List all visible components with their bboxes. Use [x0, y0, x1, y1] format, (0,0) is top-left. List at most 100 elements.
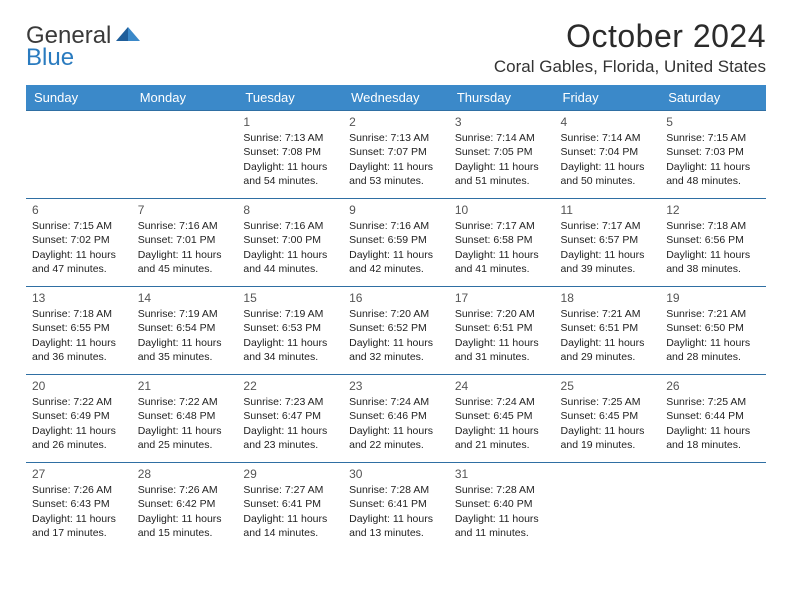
daylight-text: Daylight: 11 hours and 23 minutes.	[243, 424, 337, 452]
calendar-cell: 13Sunrise: 7:18 AMSunset: 6:55 PMDayligh…	[26, 287, 132, 375]
calendar-cell	[660, 463, 766, 551]
sunset-text: Sunset: 6:59 PM	[349, 233, 443, 247]
sunrise-text: Sunrise: 7:25 AM	[561, 395, 655, 409]
brand-logo: General Blue	[26, 18, 142, 72]
sunrise-text: Sunrise: 7:15 AM	[32, 219, 126, 233]
daylight-text: Daylight: 11 hours and 44 minutes.	[243, 248, 337, 276]
weekday-header-row: SundayMondayTuesdayWednesdayThursdayFrid…	[26, 85, 766, 111]
location-subtitle: Coral Gables, Florida, United States	[494, 57, 766, 77]
daylight-text: Daylight: 11 hours and 50 minutes.	[561, 160, 655, 188]
sunset-text: Sunset: 7:04 PM	[561, 145, 655, 159]
calendar-cell: 30Sunrise: 7:28 AMSunset: 6:41 PMDayligh…	[343, 463, 449, 551]
day-number: 6	[32, 202, 126, 218]
calendar-cell: 28Sunrise: 7:26 AMSunset: 6:42 PMDayligh…	[132, 463, 238, 551]
logo-mark-icon	[116, 27, 142, 48]
day-number: 17	[455, 290, 549, 306]
sunrise-text: Sunrise: 7:14 AM	[455, 131, 549, 145]
day-number: 14	[138, 290, 232, 306]
page-header: General Blue October 2024 Coral Gables, …	[26, 18, 766, 77]
calendar-cell	[26, 111, 132, 199]
sunrise-text: Sunrise: 7:28 AM	[349, 483, 443, 497]
sunrise-text: Sunrise: 7:21 AM	[666, 307, 760, 321]
calendar-cell: 5Sunrise: 7:15 AMSunset: 7:03 PMDaylight…	[660, 111, 766, 199]
daylight-text: Daylight: 11 hours and 38 minutes.	[666, 248, 760, 276]
daylight-text: Daylight: 11 hours and 18 minutes.	[666, 424, 760, 452]
title-block: October 2024 Coral Gables, Florida, Unit…	[494, 18, 766, 77]
sunrise-text: Sunrise: 7:16 AM	[138, 219, 232, 233]
day-number: 8	[243, 202, 337, 218]
daylight-text: Daylight: 11 hours and 42 minutes.	[349, 248, 443, 276]
sunrise-text: Sunrise: 7:13 AM	[349, 131, 443, 145]
sunset-text: Sunset: 6:56 PM	[666, 233, 760, 247]
daylight-text: Daylight: 11 hours and 36 minutes.	[32, 336, 126, 364]
calendar-cell: 17Sunrise: 7:20 AMSunset: 6:51 PMDayligh…	[449, 287, 555, 375]
calendar-cell: 24Sunrise: 7:24 AMSunset: 6:45 PMDayligh…	[449, 375, 555, 463]
daylight-text: Daylight: 11 hours and 11 minutes.	[455, 512, 549, 540]
sunset-text: Sunset: 6:48 PM	[138, 409, 232, 423]
day-number: 10	[455, 202, 549, 218]
day-number: 15	[243, 290, 337, 306]
sunset-text: Sunset: 6:47 PM	[243, 409, 337, 423]
day-number: 12	[666, 202, 760, 218]
weekday-header: Friday	[555, 85, 661, 111]
calendar-cell	[555, 463, 661, 551]
daylight-text: Daylight: 11 hours and 45 minutes.	[138, 248, 232, 276]
sunrise-text: Sunrise: 7:27 AM	[243, 483, 337, 497]
sunrise-text: Sunrise: 7:25 AM	[666, 395, 760, 409]
day-number: 25	[561, 378, 655, 394]
daylight-text: Daylight: 11 hours and 53 minutes.	[349, 160, 443, 188]
day-number: 11	[561, 202, 655, 218]
daylight-text: Daylight: 11 hours and 51 minutes.	[455, 160, 549, 188]
sunset-text: Sunset: 6:49 PM	[32, 409, 126, 423]
sunset-text: Sunset: 6:45 PM	[561, 409, 655, 423]
sunset-text: Sunset: 7:07 PM	[349, 145, 443, 159]
day-number: 22	[243, 378, 337, 394]
sunrise-text: Sunrise: 7:19 AM	[138, 307, 232, 321]
daylight-text: Daylight: 11 hours and 29 minutes.	[561, 336, 655, 364]
daylight-text: Daylight: 11 hours and 41 minutes.	[455, 248, 549, 276]
daylight-text: Daylight: 11 hours and 26 minutes.	[32, 424, 126, 452]
sunrise-text: Sunrise: 7:22 AM	[32, 395, 126, 409]
calendar-table: SundayMondayTuesdayWednesdayThursdayFrid…	[26, 85, 766, 551]
day-number: 9	[349, 202, 443, 218]
sunset-text: Sunset: 6:43 PM	[32, 497, 126, 511]
daylight-text: Daylight: 11 hours and 48 minutes.	[666, 160, 760, 188]
daylight-text: Daylight: 11 hours and 21 minutes.	[455, 424, 549, 452]
calendar-cell: 11Sunrise: 7:17 AMSunset: 6:57 PMDayligh…	[555, 199, 661, 287]
sunrise-text: Sunrise: 7:20 AM	[349, 307, 443, 321]
calendar-cell: 19Sunrise: 7:21 AMSunset: 6:50 PMDayligh…	[660, 287, 766, 375]
calendar-cell: 2Sunrise: 7:13 AMSunset: 7:07 PMDaylight…	[343, 111, 449, 199]
daylight-text: Daylight: 11 hours and 35 minutes.	[138, 336, 232, 364]
calendar-cell: 4Sunrise: 7:14 AMSunset: 7:04 PMDaylight…	[555, 111, 661, 199]
sunset-text: Sunset: 6:51 PM	[455, 321, 549, 335]
day-number: 13	[32, 290, 126, 306]
day-number: 26	[666, 378, 760, 394]
daylight-text: Daylight: 11 hours and 14 minutes.	[243, 512, 337, 540]
sunset-text: Sunset: 6:51 PM	[561, 321, 655, 335]
weekday-header: Tuesday	[237, 85, 343, 111]
sunset-text: Sunset: 6:55 PM	[32, 321, 126, 335]
day-number: 27	[32, 466, 126, 482]
sunset-text: Sunset: 7:08 PM	[243, 145, 337, 159]
sunset-text: Sunset: 7:05 PM	[455, 145, 549, 159]
sunrise-text: Sunrise: 7:19 AM	[243, 307, 337, 321]
daylight-text: Daylight: 11 hours and 32 minutes.	[349, 336, 443, 364]
daylight-text: Daylight: 11 hours and 47 minutes.	[32, 248, 126, 276]
calendar-cell: 29Sunrise: 7:27 AMSunset: 6:41 PMDayligh…	[237, 463, 343, 551]
sunset-text: Sunset: 7:02 PM	[32, 233, 126, 247]
calendar-row: 6Sunrise: 7:15 AMSunset: 7:02 PMDaylight…	[26, 199, 766, 287]
sunset-text: Sunset: 7:03 PM	[666, 145, 760, 159]
sunset-text: Sunset: 6:53 PM	[243, 321, 337, 335]
day-number: 4	[561, 114, 655, 130]
sunset-text: Sunset: 6:45 PM	[455, 409, 549, 423]
calendar-row: 1Sunrise: 7:13 AMSunset: 7:08 PMDaylight…	[26, 111, 766, 199]
calendar-cell: 20Sunrise: 7:22 AMSunset: 6:49 PMDayligh…	[26, 375, 132, 463]
calendar-cell: 25Sunrise: 7:25 AMSunset: 6:45 PMDayligh…	[555, 375, 661, 463]
calendar-cell: 16Sunrise: 7:20 AMSunset: 6:52 PMDayligh…	[343, 287, 449, 375]
sunset-text: Sunset: 6:46 PM	[349, 409, 443, 423]
sunset-text: Sunset: 7:00 PM	[243, 233, 337, 247]
daylight-text: Daylight: 11 hours and 15 minutes.	[138, 512, 232, 540]
daylight-text: Daylight: 11 hours and 34 minutes.	[243, 336, 337, 364]
sunset-text: Sunset: 6:57 PM	[561, 233, 655, 247]
sunrise-text: Sunrise: 7:17 AM	[561, 219, 655, 233]
